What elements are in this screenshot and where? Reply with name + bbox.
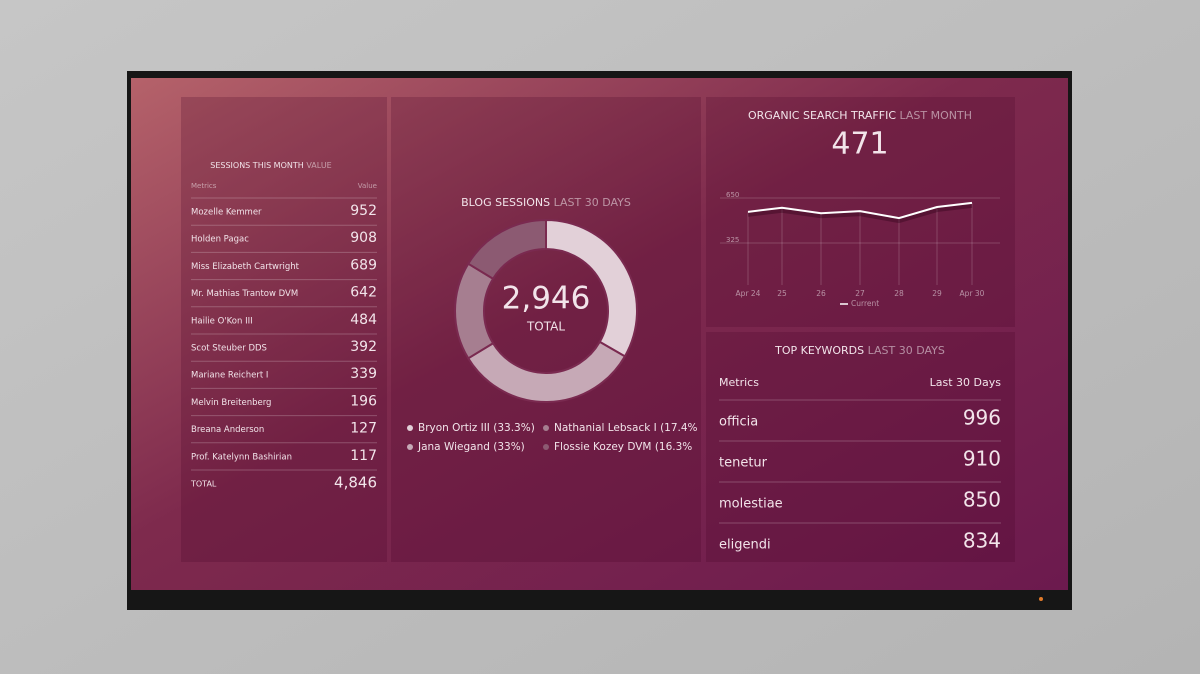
panel-title: BLOG SESSIONS LAST 30 DAYS <box>461 196 631 209</box>
donut-total: 2,946 <box>502 281 591 317</box>
keyword: tenetur <box>719 456 768 471</box>
x-tick-label: 28 <box>894 289 904 298</box>
keyword-value: 850 <box>963 488 1001 512</box>
line-shadow <box>747 203 973 224</box>
row-value: 484 <box>350 312 377 328</box>
x-tick-label: Apr 30 <box>960 289 985 298</box>
subtitle: VALUE <box>306 161 331 170</box>
legend-dot <box>407 425 413 431</box>
panel-title: TOP KEYWORDS LAST 30 DAYS <box>774 344 945 357</box>
row-name: Miss Elizabeth Cartwright <box>191 262 300 272</box>
legend-label: Current <box>851 299 879 308</box>
row-value: 127 <box>350 421 377 437</box>
keyword: molestiae <box>719 497 783 512</box>
legend-label: Bryon Ortiz III (33.3%) <box>418 422 535 434</box>
row-value: 339 <box>350 366 377 382</box>
row-name: Breana Anderson <box>191 425 264 435</box>
panel-keywords <box>706 332 1015 562</box>
y-tick-label: 325 <box>726 236 739 244</box>
column-header: Value <box>358 182 377 190</box>
keyword-value: 910 <box>963 447 1001 471</box>
legend-dot <box>407 444 413 450</box>
panel-title: SESSIONS THIS MONTH VALUE <box>210 161 331 170</box>
legend-dot <box>543 425 549 431</box>
panel-blog <box>391 97 701 562</box>
row-value: 117 <box>350 448 377 464</box>
legend-label: Jana Wiegand (33%) <box>417 441 525 453</box>
row-name: Mariane Reichert I <box>191 371 268 381</box>
row-name: Mr. Mathias Trantow DVM <box>191 289 298 299</box>
title: SESSIONS THIS MONTH <box>210 161 304 170</box>
total-name: TOTAL <box>190 480 217 489</box>
keyword-value: 996 <box>963 406 1001 430</box>
x-tick-label: 26 <box>816 289 826 298</box>
keyword: officia <box>719 415 758 430</box>
panel-title: ORGANIC SEARCH TRAFFIC LAST MONTH <box>748 109 972 122</box>
row-value: 952 <box>350 203 377 219</box>
total-value: 4,846 <box>334 474 377 492</box>
row-name: Holden Pagac <box>191 235 249 245</box>
subtitle: LAST 30 DAYS <box>868 344 945 357</box>
title: BLOG SESSIONS <box>461 196 550 209</box>
row-name: Prof. Katelynn Bashirian <box>191 452 292 462</box>
column-header: Last 30 Days <box>930 376 1002 389</box>
x-tick-label: 25 <box>777 289 787 298</box>
row-value: 392 <box>350 339 377 355</box>
x-tick-label: 29 <box>932 289 942 298</box>
x-tick-label: 27 <box>855 289 865 298</box>
title: ORGANIC SEARCH TRAFFIC <box>748 109 896 122</box>
y-tick-label: 650 <box>726 191 739 199</box>
keyword-value: 834 <box>963 529 1001 553</box>
column-header: Metrics <box>719 376 759 389</box>
row-value: 689 <box>350 257 377 273</box>
legend-label: Flossie Kozey DVM (16.3% <box>554 441 692 453</box>
keyword: eligendi <box>719 538 771 553</box>
panel-sessions <box>181 97 387 562</box>
row-name: Melvin Breitenberg <box>191 398 271 408</box>
subtitle: LAST MONTH <box>900 109 972 122</box>
big-number: 471 <box>831 127 888 162</box>
row-name: Hailie O'Kon III <box>191 316 253 326</box>
donut-segment <box>466 218 547 281</box>
subtitle: LAST 30 DAYS <box>554 196 631 209</box>
power-led <box>1039 597 1043 601</box>
x-tick-label: Apr 24 <box>736 289 761 298</box>
donut-total-label: TOTAL <box>526 320 565 334</box>
legend-dot <box>543 444 549 450</box>
column-header: Metrics <box>191 182 217 190</box>
title: TOP KEYWORDS <box>774 344 864 357</box>
screen <box>131 78 1068 590</box>
legend-label: Nathanial Lebsack I (17.4% <box>554 422 698 434</box>
row-value: 642 <box>350 285 377 301</box>
row-name: Mozelle Kemmer <box>191 208 262 218</box>
line <box>747 201 973 220</box>
row-name: Scot Steuber DDS <box>191 344 267 354</box>
row-value: 196 <box>350 393 377 409</box>
row-value: 908 <box>350 230 377 246</box>
